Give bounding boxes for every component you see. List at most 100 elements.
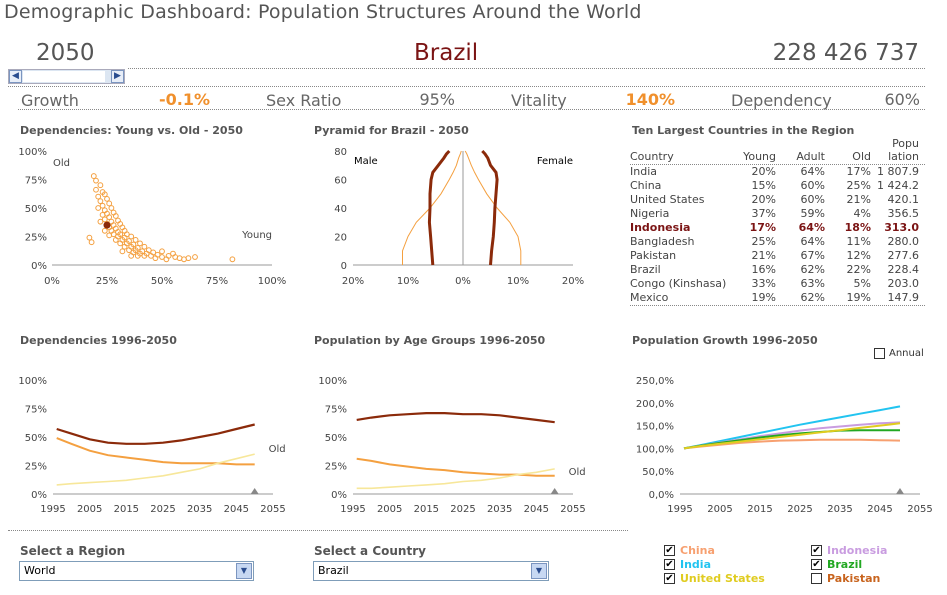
legend-checkbox-brazil[interactable]: ✔ bbox=[811, 559, 822, 570]
chevron-right-icon[interactable]: ▶ bbox=[111, 70, 124, 83]
scatter-point bbox=[88, 239, 95, 246]
vitality-value: 140% bbox=[625, 90, 675, 109]
table-row: United States 20% 60% 21% 420.1 bbox=[630, 193, 925, 207]
y-axis-label: Old bbox=[53, 158, 70, 169]
x-tick-label: 1995 bbox=[667, 504, 692, 515]
col-header-adult: Adult bbox=[796, 150, 825, 163]
col-header-old: Old bbox=[852, 150, 871, 163]
x-tick-label: 2005 bbox=[77, 504, 102, 515]
table-cell: 1 807.9 bbox=[877, 165, 919, 178]
country-select[interactable]: Brazil ▼ bbox=[313, 561, 549, 581]
x-tick-label: 2025 bbox=[787, 504, 812, 515]
table-row: Indonesia 17% 64% 18% 313.0 bbox=[630, 221, 925, 235]
scatter-point bbox=[97, 198, 104, 205]
female-1996-line bbox=[464, 150, 522, 265]
x-tick-label: 2035 bbox=[187, 504, 212, 515]
table-cell: 62% bbox=[800, 263, 825, 276]
scatter-point bbox=[134, 252, 141, 259]
annual-checkbox[interactable] bbox=[874, 348, 885, 359]
scatter-point bbox=[93, 186, 99, 193]
x-tick-label: 2045 bbox=[224, 504, 249, 515]
legend-label-brazil: Brazil bbox=[827, 558, 863, 571]
y-tick-label: 200,0% bbox=[636, 399, 674, 410]
country-select-value: Brazil bbox=[318, 564, 349, 577]
legend-label-india: India bbox=[680, 558, 711, 571]
x-tick-label: 0% bbox=[455, 276, 471, 287]
y-tick-label: 50% bbox=[25, 433, 47, 444]
x-tick-label: 2035 bbox=[827, 504, 852, 515]
legend-checkbox-pakistan[interactable] bbox=[811, 573, 822, 584]
col-header-lation: lation bbox=[888, 150, 919, 163]
line-annotation: Old bbox=[269, 444, 286, 455]
x-tick-label: 50% bbox=[151, 276, 173, 287]
table-cell: 5% bbox=[853, 277, 871, 290]
chevron-down-icon[interactable]: ▼ bbox=[531, 563, 547, 579]
legend-checkbox-india[interactable]: ✔ bbox=[664, 559, 675, 570]
col-header-young: Young bbox=[743, 150, 776, 163]
x-tick-label: 10% bbox=[397, 276, 419, 287]
scatter-point bbox=[95, 193, 102, 200]
table-cell: Mexico bbox=[630, 291, 669, 304]
annual-label: Annual bbox=[889, 348, 924, 359]
y-tick-label: 100% bbox=[18, 147, 47, 158]
x-axis-label: Young bbox=[241, 230, 272, 241]
table-row: Congo (Kinshasa) 33% 63% 5% 203.0 bbox=[630, 277, 925, 291]
y-tick-label: 75% bbox=[325, 405, 347, 416]
female-2050-line bbox=[481, 149, 499, 266]
country-select-label: Select a Country bbox=[314, 544, 426, 558]
y-tick-label: 250,0% bbox=[636, 376, 674, 387]
table-cell: 277.6 bbox=[887, 249, 920, 262]
scatter-point bbox=[86, 234, 93, 241]
legend-checkbox-china[interactable]: ✔ bbox=[664, 545, 675, 556]
scatter-point bbox=[181, 256, 187, 263]
page-title: Demographic Dashboard: Population Struct… bbox=[4, 1, 642, 23]
table-cell: Nigeria bbox=[630, 207, 670, 220]
agegroups-chart-title: Population by Age Groups 1996-2050 bbox=[314, 334, 546, 347]
table-cell: 16% bbox=[751, 263, 776, 276]
legend-checkbox-united-states[interactable]: ✔ bbox=[664, 573, 675, 584]
region-select[interactable]: World ▼ bbox=[19, 561, 254, 581]
pyramid-chart: 0 20 40 60 80 20% 10% 0% 10% 20% Male Female bbox=[334, 147, 584, 287]
scatter-point bbox=[148, 252, 154, 259]
legend-checkbox-indonesia[interactable]: ✔ bbox=[811, 545, 822, 556]
table-cell: 37% bbox=[751, 207, 776, 220]
x-tick-label: 2055 bbox=[907, 504, 932, 515]
table-cell: 21% bbox=[751, 249, 776, 262]
table-cell: 20% bbox=[751, 165, 776, 178]
series-line-old bbox=[56, 453, 255, 486]
scrollbar-thumb[interactable] bbox=[23, 71, 105, 82]
scatter-point bbox=[106, 200, 113, 207]
scatter-chart: 0% 25% 50% 75% 100% 0% 25% 50% 75% 100% Old Young bbox=[18, 147, 286, 287]
scatter-highlight-point bbox=[103, 221, 111, 229]
table-cell: 228.4 bbox=[887, 263, 920, 276]
table-row: Mexico 19% 62% 19% 147.9 bbox=[630, 291, 925, 305]
scatter-point bbox=[141, 243, 148, 250]
dependencies-chart: 0% 25% 50% 75% 100% 1995 2005 2015 2025 2035 2045 2… bbox=[18, 376, 286, 515]
largest-countries-table: Popu Country Young Adult Old lation Indi… bbox=[630, 138, 925, 306]
x-tick-label: 25% bbox=[96, 276, 118, 287]
table-cell: United States bbox=[630, 193, 705, 206]
table-cell: Congo (Kinshasa) bbox=[630, 277, 727, 290]
scatter-point bbox=[128, 233, 135, 240]
table-cell: 33% bbox=[751, 277, 776, 290]
male-2050-line bbox=[427, 149, 451, 266]
chevron-down-icon[interactable]: ▼ bbox=[236, 563, 252, 579]
table-cell: 420.1 bbox=[887, 193, 920, 206]
year-marker bbox=[550, 488, 559, 494]
y-tick-label: 75% bbox=[25, 405, 47, 416]
y-tick-label: 75% bbox=[25, 176, 47, 187]
vitality-label: Vitality bbox=[511, 91, 567, 110]
table-row: Bangladesh 25% 64% 11% 280.0 bbox=[630, 235, 925, 249]
table-row: Nigeria 37% 59% 4% 356.5 bbox=[630, 207, 925, 221]
year-scrollbar[interactable]: ◀ ▶ bbox=[8, 69, 125, 84]
table-row: China 15% 60% 25% 1 424.2 bbox=[630, 179, 925, 193]
y-tick-label: 50% bbox=[325, 433, 347, 444]
legend-label-pakistan: Pakistan bbox=[827, 572, 881, 585]
series-line-adult bbox=[356, 412, 555, 424]
chevron-left-icon[interactable]: ◀ bbox=[9, 70, 22, 83]
table-cell: 203.0 bbox=[887, 277, 920, 290]
x-tick-label: 2055 bbox=[260, 504, 285, 515]
male-1996-line bbox=[402, 150, 462, 265]
table-cell: 64% bbox=[800, 165, 825, 178]
y-tick-label: 100% bbox=[318, 376, 347, 387]
